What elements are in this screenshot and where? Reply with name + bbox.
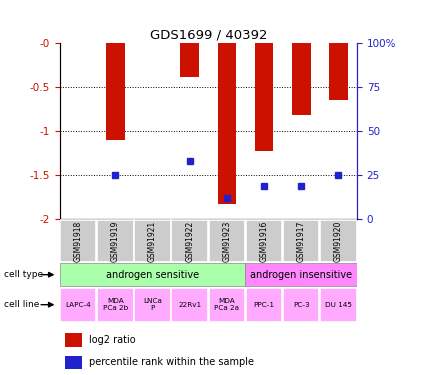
FancyBboxPatch shape [171,220,208,262]
Text: cell line: cell line [4,300,40,309]
FancyBboxPatch shape [134,288,171,322]
Bar [65,356,82,369]
Text: percentile rank within the sample: percentile rank within the sample [89,357,254,368]
Text: GSM91916: GSM91916 [260,220,269,262]
Text: DU 145: DU 145 [325,302,352,307]
Text: MDA
PCa 2a: MDA PCa 2a [214,298,239,311]
FancyBboxPatch shape [60,220,96,262]
FancyBboxPatch shape [134,220,171,262]
Text: 22Rv1: 22Rv1 [178,302,201,307]
Bar [292,43,311,116]
FancyBboxPatch shape [97,288,133,322]
Text: GSM91919: GSM91919 [111,220,120,262]
FancyBboxPatch shape [283,220,320,262]
Text: GSM91922: GSM91922 [185,220,194,262]
Text: GSM91920: GSM91920 [334,220,343,262]
FancyBboxPatch shape [246,220,282,262]
Text: PPC-1: PPC-1 [254,302,275,307]
Text: GSM91923: GSM91923 [222,220,231,262]
Text: GSM91917: GSM91917 [297,220,306,262]
Text: MDA
PCa 2b: MDA PCa 2b [103,298,128,311]
Text: PC-3: PC-3 [293,302,309,307]
Text: LNCa
P: LNCa P [143,298,162,311]
Bar [218,43,236,204]
Bar [255,43,273,151]
Text: androgen sensitive: androgen sensitive [106,270,199,280]
FancyBboxPatch shape [209,220,245,262]
Text: log2 ratio: log2 ratio [89,335,136,345]
Bar [65,333,82,347]
FancyBboxPatch shape [209,288,245,322]
FancyBboxPatch shape [283,288,320,322]
FancyBboxPatch shape [171,288,208,322]
Bar [329,43,348,100]
FancyBboxPatch shape [320,220,357,262]
Title: GDS1699 / 40392: GDS1699 / 40392 [150,29,267,42]
FancyBboxPatch shape [246,288,282,322]
FancyBboxPatch shape [60,264,245,286]
Text: GSM91918: GSM91918 [74,220,82,262]
Text: LAPC-4: LAPC-4 [65,302,91,307]
Text: cell type: cell type [4,270,43,279]
FancyBboxPatch shape [60,288,96,322]
Text: GSM91921: GSM91921 [148,220,157,262]
Bar [106,43,125,140]
Bar [180,43,199,76]
FancyBboxPatch shape [245,264,357,286]
Text: androgen insensitive: androgen insensitive [250,270,352,280]
FancyBboxPatch shape [97,220,133,262]
FancyBboxPatch shape [320,288,357,322]
